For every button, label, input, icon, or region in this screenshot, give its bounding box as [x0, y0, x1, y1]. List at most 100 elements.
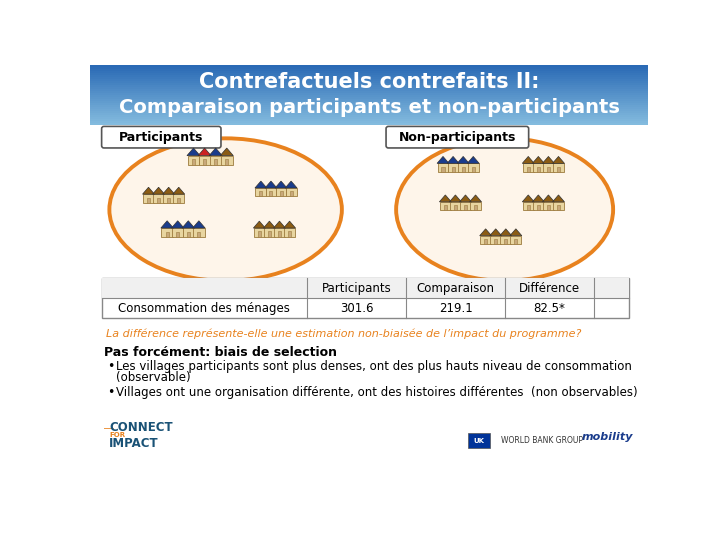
Polygon shape — [437, 157, 449, 164]
Text: Pas forcément: biais de selection: Pas forcément: biais de selection — [104, 346, 337, 359]
Bar — [464, 205, 467, 211]
Bar — [90, 119, 648, 122]
Bar — [557, 167, 560, 172]
Bar — [553, 164, 564, 172]
Bar — [174, 194, 184, 202]
Polygon shape — [255, 181, 267, 188]
Polygon shape — [161, 221, 174, 228]
FancyBboxPatch shape — [102, 126, 221, 148]
Polygon shape — [171, 221, 184, 228]
Bar — [266, 188, 276, 197]
Bar — [90, 115, 648, 117]
Text: Participants: Participants — [322, 281, 392, 295]
Bar — [214, 159, 217, 165]
Polygon shape — [173, 187, 185, 194]
Polygon shape — [187, 148, 200, 156]
Text: Contrefactuels contrefaits II:: Contrefactuels contrefaits II: — [199, 72, 539, 92]
Bar — [90, 79, 648, 81]
Bar — [90, 107, 648, 109]
Bar — [90, 75, 648, 77]
Bar — [533, 164, 544, 172]
Bar — [90, 69, 648, 71]
Polygon shape — [285, 181, 297, 188]
Bar — [547, 167, 550, 172]
Polygon shape — [220, 148, 233, 156]
Bar — [543, 164, 554, 172]
Bar — [444, 205, 447, 211]
Bar — [161, 228, 173, 237]
Bar — [90, 67, 648, 69]
Bar — [441, 167, 444, 172]
Bar — [527, 205, 530, 211]
Polygon shape — [532, 195, 544, 202]
Polygon shape — [265, 181, 277, 188]
Bar — [187, 156, 199, 165]
Bar — [468, 164, 479, 172]
Bar — [186, 232, 190, 237]
Bar — [176, 232, 179, 237]
Bar — [90, 111, 648, 113]
Polygon shape — [480, 229, 492, 236]
Bar — [90, 125, 648, 481]
Polygon shape — [182, 221, 194, 228]
Bar — [90, 91, 648, 93]
Polygon shape — [439, 195, 451, 202]
Bar — [90, 121, 648, 123]
Bar — [90, 85, 648, 87]
Bar — [90, 105, 648, 107]
Bar — [167, 198, 170, 202]
Polygon shape — [274, 221, 285, 228]
Polygon shape — [500, 229, 512, 236]
Bar — [460, 202, 471, 211]
Bar — [484, 239, 487, 244]
Bar — [90, 99, 648, 101]
Bar — [192, 159, 195, 165]
Polygon shape — [447, 157, 459, 164]
Bar — [269, 191, 272, 197]
Bar — [197, 232, 200, 237]
Bar — [490, 236, 501, 244]
Bar — [284, 228, 295, 237]
Text: Les villages participants sont plus denses, ont des plus hauts niveau de consomm: Les villages participants sont plus dens… — [117, 361, 632, 374]
Text: CONNECT: CONNECT — [109, 421, 173, 434]
Text: Villages ont une organisation différente, ont des histoires différentes  (non ob: Villages ont une organisation différente… — [117, 386, 638, 399]
Polygon shape — [143, 187, 155, 194]
Polygon shape — [542, 195, 554, 202]
Bar — [166, 232, 168, 237]
Bar — [468, 433, 490, 448]
Polygon shape — [209, 148, 222, 156]
Text: •: • — [107, 361, 114, 374]
Polygon shape — [490, 229, 502, 236]
Text: Comparaison: Comparaison — [417, 281, 495, 295]
Bar — [225, 159, 228, 165]
Bar — [276, 188, 287, 197]
Bar — [254, 228, 265, 237]
Polygon shape — [467, 157, 480, 164]
Bar — [203, 159, 206, 165]
Bar — [90, 81, 648, 83]
Bar — [90, 109, 648, 111]
Bar — [90, 87, 648, 89]
Bar — [514, 239, 518, 244]
Bar — [523, 202, 534, 211]
Bar — [454, 205, 457, 211]
Polygon shape — [457, 157, 469, 164]
Text: IMPACT: IMPACT — [109, 437, 159, 450]
Bar — [557, 205, 560, 211]
Bar — [102, 278, 629, 298]
Text: Comparaison participants et non-participants: Comparaison participants et non-particip… — [119, 98, 619, 117]
Polygon shape — [532, 157, 544, 164]
Bar — [286, 188, 297, 197]
Bar — [543, 202, 554, 211]
Bar — [527, 167, 530, 172]
Bar — [264, 228, 275, 237]
Bar — [458, 164, 469, 172]
Bar — [90, 65, 648, 67]
Bar — [163, 194, 174, 202]
Text: •: • — [107, 386, 114, 399]
Bar — [256, 188, 266, 197]
Text: WORLD BANK GROUP: WORLD BANK GROUP — [500, 436, 582, 445]
Bar — [90, 95, 648, 97]
Bar — [183, 228, 194, 237]
Bar — [90, 83, 648, 85]
